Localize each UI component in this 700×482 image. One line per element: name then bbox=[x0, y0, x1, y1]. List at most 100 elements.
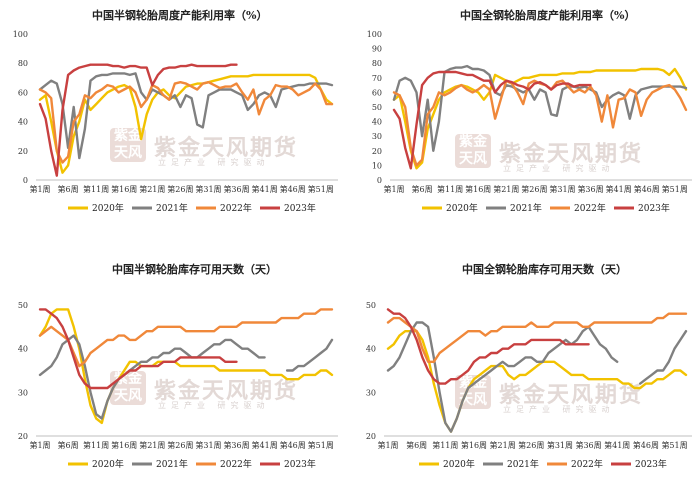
y-tick-label: 40 bbox=[18, 345, 28, 354]
legend-label: 2022年 bbox=[220, 458, 252, 470]
series-line-2 bbox=[38, 81, 334, 164]
x-tick-label: 第46周 bbox=[633, 440, 659, 450]
legend-label: 2023年 bbox=[284, 458, 316, 470]
series-line-3 bbox=[38, 308, 238, 390]
series-line-3 bbox=[392, 70, 592, 170]
x-tick-label: 第36周 bbox=[575, 440, 601, 450]
chart-svg: 0 20 40 60 80 100 第1周 第6周 第11周 第16周 第21周 第26周 第31周 第3… bbox=[13, 30, 338, 214]
legend-label: 2022年 bbox=[220, 202, 252, 214]
x-tick-label: 第1周 bbox=[29, 184, 50, 194]
x-tick-label: 第31周 bbox=[195, 184, 221, 194]
y-tick-label: 50 bbox=[366, 301, 376, 310]
x-tick-label: 第46周 bbox=[280, 440, 306, 450]
x-tick-label: 第26周 bbox=[167, 440, 193, 450]
legend-label: 2020年 bbox=[92, 458, 124, 470]
y-tick-label: 40 bbox=[372, 118, 382, 127]
y-tick-label: 20 bbox=[18, 147, 28, 156]
y-tick-label: 40 bbox=[18, 118, 28, 127]
x-tick-label: 第21周 bbox=[139, 184, 165, 194]
series-line-1 bbox=[386, 321, 688, 433]
y-tick-label: 60 bbox=[372, 88, 382, 97]
y-tick-label: 50 bbox=[372, 103, 382, 112]
series-line-0 bbox=[38, 308, 334, 425]
series-line-2 bbox=[38, 308, 334, 368]
x-tick-label: 第16周 bbox=[461, 440, 487, 450]
y-tick-label: 100 bbox=[13, 30, 28, 39]
x-tick-label: 第36周 bbox=[223, 184, 249, 194]
x-tick-label: 第26周 bbox=[521, 184, 547, 194]
legend-label: 2021年 bbox=[156, 458, 188, 470]
legend-label: 2021年 bbox=[510, 202, 542, 214]
legend-label: 2020年 bbox=[443, 458, 475, 470]
x-tick-label: 第6周 bbox=[58, 440, 79, 450]
x-tick-label: 第26周 bbox=[518, 440, 544, 450]
legend-label: 2021年 bbox=[507, 458, 539, 470]
chart-title: 中国半钢轮胎库存可用天数（天） bbox=[112, 263, 277, 276]
series-line-0 bbox=[38, 73, 334, 174]
x-tick-label: 第16周 bbox=[111, 440, 137, 450]
y-tick-label: 20 bbox=[18, 432, 28, 441]
y-tick-label: 100 bbox=[367, 30, 382, 39]
y-tick-label: 30 bbox=[18, 388, 28, 397]
y-tick-label: 90 bbox=[372, 45, 382, 54]
x-tick-label: 第36周 bbox=[577, 184, 603, 194]
y-tick-label: 10 bbox=[372, 161, 382, 170]
x-tick-label: 第6周 bbox=[406, 440, 427, 450]
x-tick-label: 第41周 bbox=[252, 440, 278, 450]
x-tick-label: 第51周 bbox=[308, 440, 334, 450]
legend-label: 2022年 bbox=[574, 202, 606, 214]
series-line-1 bbox=[38, 334, 334, 420]
series-line-2 bbox=[386, 312, 688, 363]
x-tick-label: 第46周 bbox=[280, 184, 306, 194]
x-tick-label: 第41周 bbox=[604, 440, 630, 450]
x-tick-label: 第36周 bbox=[223, 440, 249, 450]
x-tick-label: 第51周 bbox=[662, 184, 688, 194]
x-tick-label: 第51周 bbox=[308, 184, 334, 194]
chart-svg: 0 10 20 30 40 50 60 70 80 90 100 第1周 第6周 第11周 第16周 第21周… bbox=[367, 30, 692, 214]
x-tick-label: 第11周 bbox=[437, 184, 463, 194]
x-tick-label: 第51周 bbox=[661, 440, 687, 450]
x-tick-label: 第21周 bbox=[493, 184, 519, 194]
series-line-3 bbox=[386, 308, 590, 385]
x-tick-label: 第46周 bbox=[634, 184, 660, 194]
y-tick-label: 20 bbox=[372, 147, 382, 156]
y-tick-label: 50 bbox=[18, 301, 28, 310]
chart-title: 中国全钢轮胎库存可用天数（天） bbox=[462, 263, 627, 276]
x-tick-label: 第21周 bbox=[490, 440, 516, 450]
series-line-2 bbox=[392, 79, 688, 167]
legend-label: 2020年 bbox=[446, 202, 478, 214]
series-line-0 bbox=[386, 330, 688, 433]
x-tick-label: 第31周 bbox=[549, 184, 575, 194]
y-tick-label: 20 bbox=[366, 432, 376, 441]
y-tick-label: 80 bbox=[372, 59, 382, 68]
x-tick-label: 第11周 bbox=[83, 184, 109, 194]
y-tick-label: 0 bbox=[23, 176, 28, 185]
x-tick-label: 第6周 bbox=[58, 184, 79, 194]
x-tick-label: 第1周 bbox=[383, 184, 404, 194]
y-tick-label: 30 bbox=[366, 388, 376, 397]
chart-panel-all-steel-inventory-days: 中国全钢轮胎库存可用天数（天） 紫金天风 紫金天风期货 立足产业 研究驱动 20… bbox=[350, 241, 700, 482]
y-tick-label: 30 bbox=[372, 132, 382, 141]
legend-label: 2023年 bbox=[638, 202, 670, 214]
x-tick-label: 第31周 bbox=[547, 440, 573, 450]
chart-panel-semi-steel-utilization: 中国半钢轮胎周度产能利用率（%） 紫金天风 紫金天风期货 立足产业 研究驱动 0… bbox=[0, 0, 350, 241]
chart-title: 中国全钢轮胎周度产能利用率（%） bbox=[460, 9, 636, 22]
x-tick-label: 第26周 bbox=[167, 184, 193, 194]
x-tick-label: 第1周 bbox=[377, 440, 398, 450]
legend-label: 2023年 bbox=[635, 458, 667, 470]
y-tick-label: 70 bbox=[372, 74, 382, 83]
y-tick-label: 60 bbox=[18, 88, 28, 97]
chart-panel-semi-steel-inventory-days: 中国半钢轮胎库存可用天数（天） 紫金天风 紫金天风期货 立足产业 研究驱动 20… bbox=[0, 241, 350, 482]
y-tick-label: 40 bbox=[366, 345, 376, 354]
legend-label: 2020年 bbox=[92, 202, 124, 214]
y-tick-label: 80 bbox=[18, 59, 28, 68]
series-line-1 bbox=[392, 64, 688, 152]
x-tick-label: 第16周 bbox=[465, 184, 491, 194]
chart-title: 中国半钢轮胎周度产能利用率（%） bbox=[92, 9, 268, 22]
x-tick-label: 第21周 bbox=[139, 440, 165, 450]
legend-label: 2023年 bbox=[284, 202, 316, 214]
x-tick-label: 第6周 bbox=[412, 184, 433, 194]
x-tick-label: 第16周 bbox=[111, 184, 137, 194]
